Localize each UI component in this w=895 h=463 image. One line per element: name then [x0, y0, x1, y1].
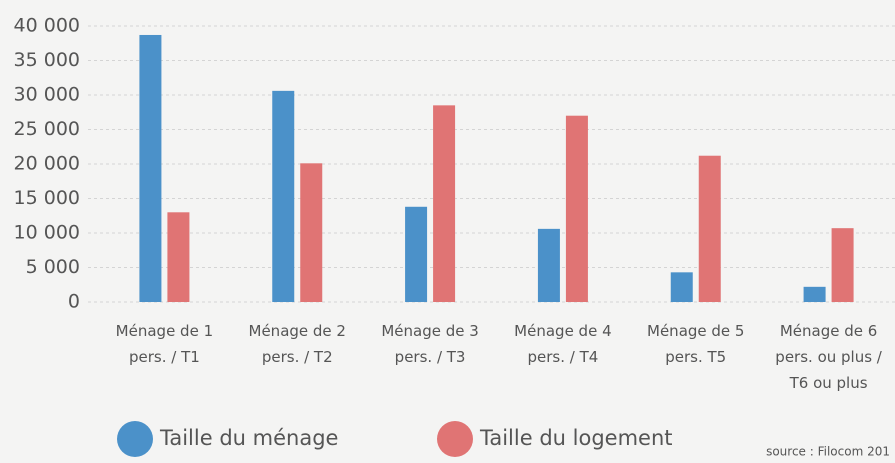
- y-tick-label: 40 000: [14, 15, 80, 37]
- legend-label: Taille du logement: [479, 426, 673, 450]
- x-tick-label: Ménage de 3 pers. / T3: [381, 322, 479, 366]
- bar: [167, 212, 190, 302]
- x-tick-label: Ménage de 6 pers. ou plus / T6 ou plus: [775, 322, 882, 392]
- bar: [698, 155, 721, 302]
- y-tick-label: 10 000: [14, 222, 80, 244]
- x-tick-label: Ménage de 4 pers. / T4: [514, 322, 612, 366]
- x-tick-label: Ménage de 1 pers. / T1: [115, 322, 214, 366]
- bar: [537, 228, 560, 302]
- y-tick-label: 30 000: [14, 84, 80, 106]
- x-tick-label: Ménage de 2 pers. / T2: [248, 322, 346, 366]
- y-tick-label: 20 000: [14, 153, 80, 175]
- legend-swatch: [117, 421, 153, 457]
- legend-swatch: [437, 421, 473, 457]
- source: source : Filocom 201: [766, 445, 890, 459]
- x-tick-label: Ménage de 5 pers. T5: [647, 322, 745, 366]
- y-tick-label: 0: [68, 291, 80, 313]
- bar: [139, 34, 162, 302]
- bar: [272, 90, 295, 302]
- bar: [405, 206, 428, 302]
- bar: [831, 228, 854, 302]
- y-tick-label: 5 000: [26, 256, 80, 278]
- bar: [565, 115, 588, 302]
- legend-label: Taille du ménage: [159, 426, 338, 450]
- y-tick-label: 35 000: [14, 49, 80, 71]
- y-tick-label: 15 000: [14, 187, 80, 209]
- bar: [300, 163, 323, 302]
- bar: [670, 272, 693, 302]
- y-tick-label: 25 000: [14, 118, 80, 140]
- bar: [803, 286, 826, 302]
- bar: [433, 105, 456, 302]
